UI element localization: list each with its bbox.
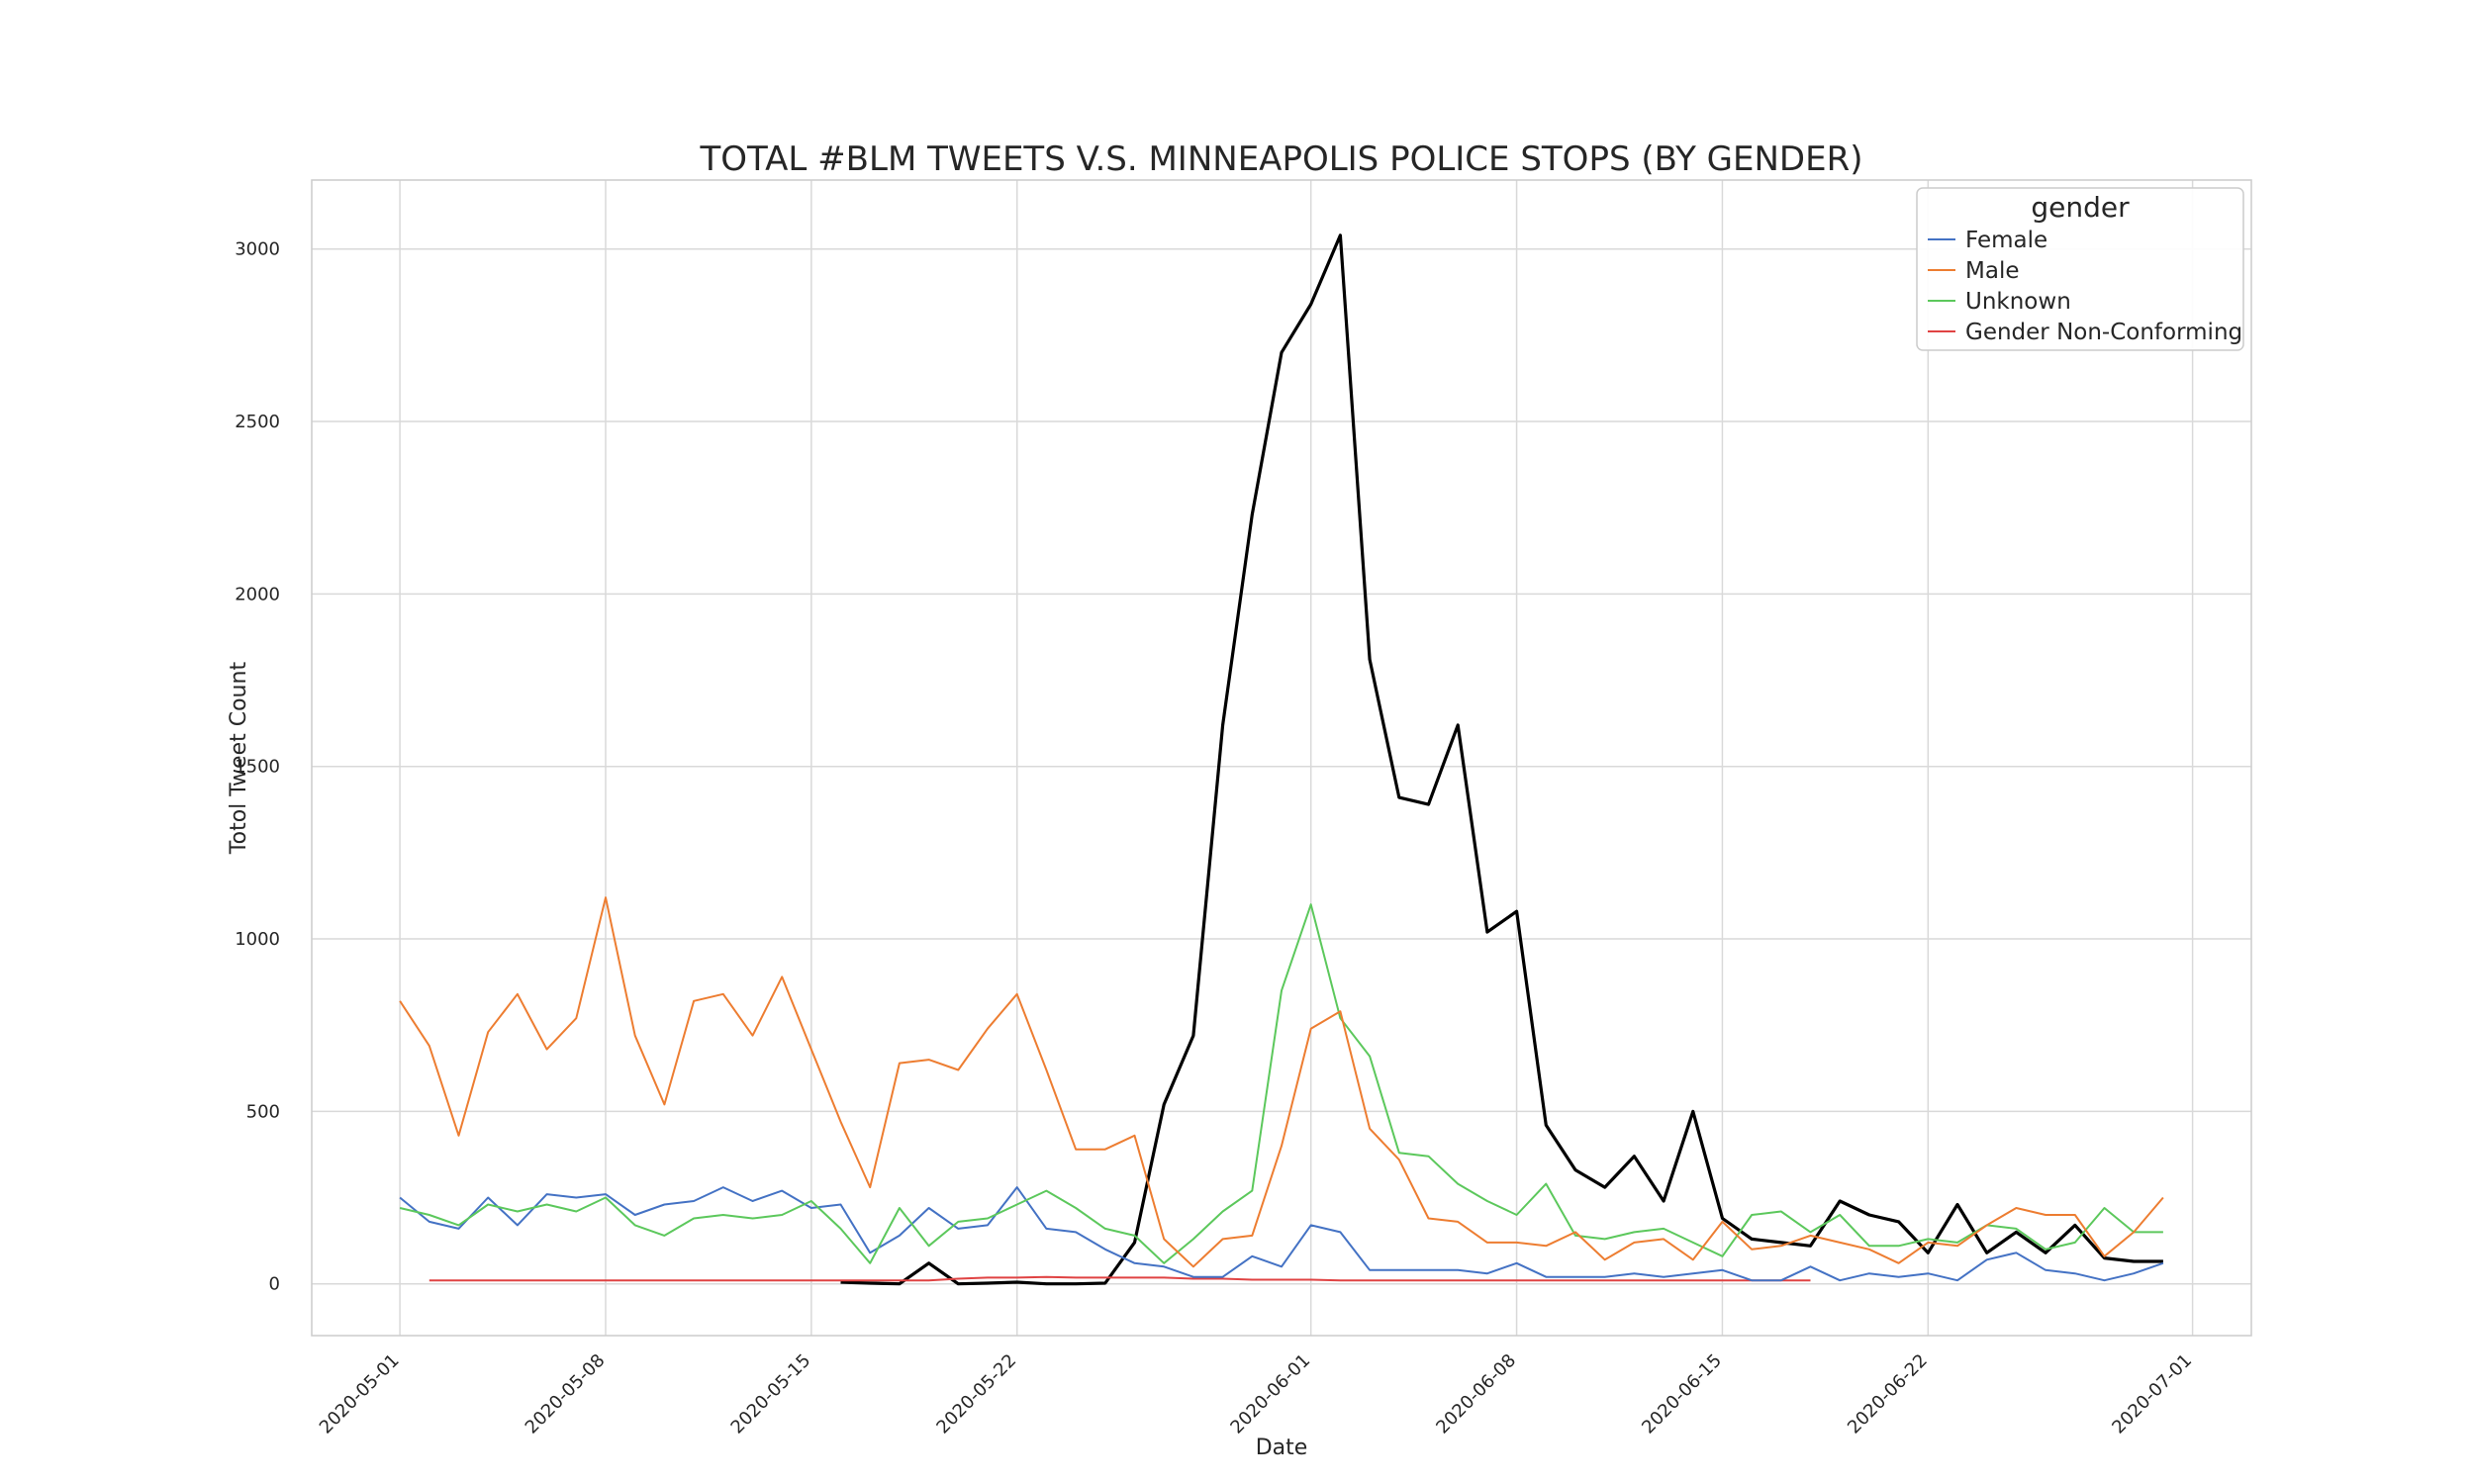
x-tick-label: 2020-06-08 xyxy=(1432,1350,1520,1438)
legend-title: gender xyxy=(2031,191,2130,224)
axis-ticks: 0 500 1000 1500 2000 2500 3000 2020-05-01 2020-0… xyxy=(235,239,2196,1438)
x-tick-label: 2020-05-08 xyxy=(522,1350,610,1438)
chart-title: TOTAL #BLM TWEETS V.S. MINNEAPOLIS POLIC… xyxy=(700,139,1863,179)
x-tick-label: 2020-05-01 xyxy=(316,1350,404,1438)
series-line-gender-non-conforming xyxy=(428,1275,1811,1282)
series-line-unknown xyxy=(399,903,2163,1264)
x-tick-label: 2020-06-15 xyxy=(1638,1350,1726,1438)
y-tick-label: 2000 xyxy=(235,584,280,604)
x-axis-label: Date xyxy=(1256,1436,1308,1460)
y-tick-label: 1500 xyxy=(235,757,280,778)
plot-frame xyxy=(311,179,2252,1337)
series-lines xyxy=(399,233,2164,1286)
y-tick-label: 1000 xyxy=(235,929,280,950)
y-tick-label: 2500 xyxy=(235,412,280,432)
series-line-tweets-total xyxy=(840,233,2163,1286)
y-tick-label: 500 xyxy=(246,1101,280,1122)
grid xyxy=(312,180,2251,1336)
x-tick-label: 2020-06-01 xyxy=(1226,1350,1314,1438)
x-tick-label: 2020-05-22 xyxy=(932,1350,1020,1438)
legend-entry-label: Unknown xyxy=(1965,289,2071,315)
y-axis-label: Totol Tweet Count xyxy=(227,662,251,856)
legend-entry-label: Gender Non-Conforming xyxy=(1965,320,2242,345)
series-line-female xyxy=(399,1186,2164,1282)
series-line-male xyxy=(399,896,2164,1268)
x-tick-label: 2020-05-15 xyxy=(727,1350,815,1438)
y-tick-label: 3000 xyxy=(235,239,280,260)
legend-box xyxy=(1916,187,2244,351)
x-tick-label: 2020-06-22 xyxy=(1844,1350,1932,1438)
legend-entry-label: Female xyxy=(1965,228,2047,253)
legend-entry-label: Male xyxy=(1965,258,2019,284)
legend: gender Female Male Unknown Gender Non-Confo… xyxy=(1916,187,2244,351)
y-tick-label: 0 xyxy=(269,1274,280,1295)
x-tick-label: 2020-07-01 xyxy=(2108,1350,2196,1438)
legend-items: Female Male Unknown Gender Non-Conforming xyxy=(1928,228,2242,345)
